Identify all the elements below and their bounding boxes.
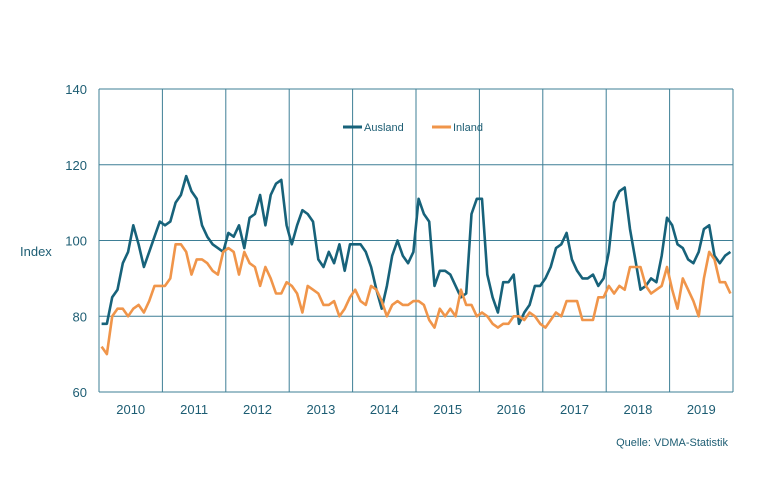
source-note: Quelle: VDMA-Statistik — [616, 437, 728, 449]
tick-labels: 60 80 100 120 140 2010 2011 2012 2013 2014 2015 201… — [65, 82, 715, 417]
y-tick-label: 120 — [65, 158, 87, 173]
x-tick-label: 2013 — [306, 402, 335, 417]
series-line-ausland — [101, 174, 732, 326]
x-tick-label: 2014 — [370, 402, 399, 417]
series-lines — [100, 174, 732, 356]
x-tick-label: 2011 — [180, 402, 208, 417]
grid — [98, 88, 734, 393]
y-tick-label: 80 — [73, 309, 87, 324]
y-tick-label: 140 — [65, 82, 87, 97]
series-line-inland — [100, 243, 732, 356]
x-tick-label: 2012 — [243, 402, 272, 417]
x-tick-label: 2017 — [560, 402, 589, 417]
legend-label-ausland: Ausland — [364, 122, 404, 134]
x-tick-label: 2018 — [623, 402, 652, 417]
x-tick-label: 2010 — [116, 402, 145, 417]
x-tick-label: 2019 — [687, 402, 716, 417]
x-tick-label: 2016 — [497, 402, 526, 417]
legend: Ausland Inland — [343, 122, 483, 134]
y-axis-label: Index — [20, 244, 52, 259]
y-tick-label: 60 — [73, 385, 87, 400]
legend-label-inland: Inland — [453, 122, 483, 134]
y-tick-label: 100 — [65, 234, 87, 249]
x-tick-label: 2015 — [433, 402, 462, 417]
